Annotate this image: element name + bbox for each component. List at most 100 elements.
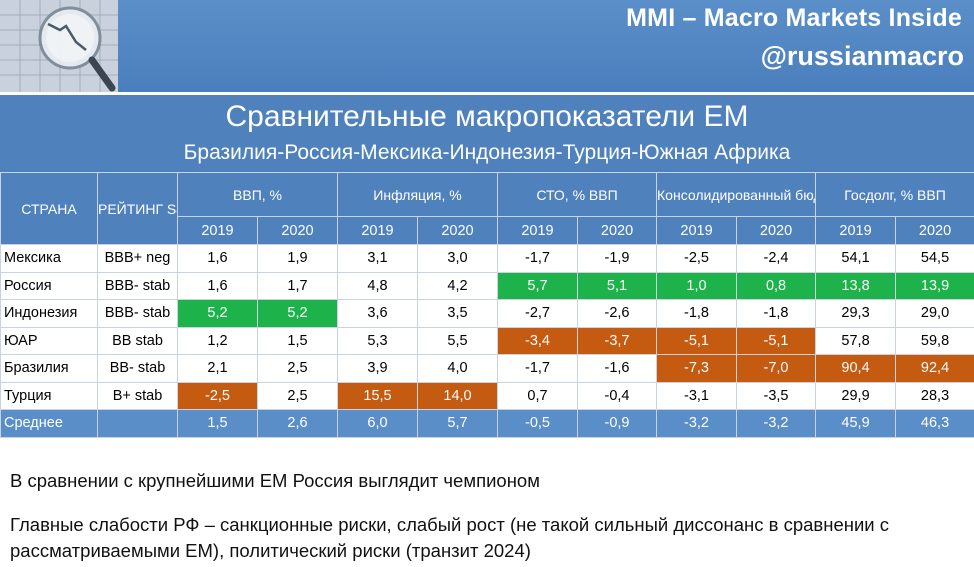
header-rating: РЕЙТИНГ S&P [97, 172, 178, 245]
table-row: ЮАР BB stab 1,2 1,5 5,3 5,5 -3,4 -3,7 -5… [0, 326, 974, 355]
logo-image [0, 0, 118, 92]
value-cell: -1,8 [656, 299, 738, 328]
value-cell-highlight-bad: -3,4 [497, 326, 578, 355]
value-cell: 1,6 [177, 271, 258, 300]
country-name: Турция [0, 381, 98, 410]
value-cell: -1,7 [497, 354, 578, 383]
value-cell: -3,5 [736, 381, 817, 410]
value-cell: 2,5 [257, 381, 338, 410]
page-subtitle: Бразилия-Россия-Мексика-Индонезия-Турция… [183, 141, 791, 164]
rating-cell: BBB+ neg [97, 244, 178, 273]
heading-box: Сравнительные макропоказатели EM Бразили… [0, 95, 974, 172]
value-cell: 29,9 [815, 381, 897, 410]
rating-cell [97, 409, 178, 438]
page-title: Сравнительные макропоказатели EM [225, 100, 749, 133]
value-cell: 1,2 [177, 326, 258, 355]
value-cell-highlight-good: 5,7 [497, 271, 578, 300]
banner-title: MMI – Macro Markets Inside [626, 4, 962, 32]
header-year: 2019 [656, 216, 738, 245]
value-cell-highlight-good: 13,8 [815, 271, 897, 300]
value-cell: 1,6 [177, 244, 258, 273]
average-value-cell: -3,2 [656, 409, 738, 438]
country-name: Индонезия [0, 299, 98, 328]
average-value-cell: 1,5 [177, 409, 258, 438]
rating-cell: B+ stab [97, 381, 178, 410]
value-cell-highlight-good: 5,2 [257, 299, 338, 328]
value-cell: 4,0 [417, 354, 498, 383]
value-cell: -2,6 [576, 299, 658, 328]
header-year: 2020 [257, 216, 338, 245]
value-cell-highlight-bad: -5,1 [656, 326, 738, 355]
rating-cell: BB stab [97, 326, 178, 355]
value-cell: -2,5 [656, 244, 738, 273]
country-name: Бразилия [0, 354, 98, 383]
rating-cell: BBB- stab [97, 299, 178, 328]
value-cell: 59,8 [895, 326, 974, 355]
table-row: Бразилия BB- stab 2,1 2,5 3,9 4,0 -1,7 -… [0, 354, 974, 383]
header-year: 2019 [177, 216, 258, 245]
value-cell: 0,7 [497, 381, 578, 410]
value-cell-highlight-bad: 90,4 [815, 354, 897, 383]
value-cell-highlight-good: 5,2 [177, 299, 258, 328]
value-cell: 3,6 [337, 299, 418, 328]
value-cell: -1,7 [497, 244, 578, 273]
average-value-cell: -3,2 [736, 409, 817, 438]
header-year: 2020 [576, 216, 658, 245]
value-cell: 4,2 [417, 271, 498, 300]
country-name: Россия [0, 271, 98, 300]
value-cell-highlight-bad: 15,5 [337, 381, 418, 410]
header-public-debt: Госдолг, % ВВП [815, 172, 974, 217]
value-cell: 3,0 [417, 244, 498, 273]
country-name: Мексика [0, 244, 98, 273]
note-weaknesses: Главные слабости РФ – санкционные риски,… [10, 514, 890, 561]
average-value-cell: -0,9 [576, 409, 658, 438]
banner-handle: @russianmacro [760, 41, 964, 71]
average-value-cell: 46,3 [895, 409, 974, 438]
value-cell: 5,5 [417, 326, 498, 355]
value-cell: -1,9 [576, 244, 658, 273]
value-cell-highlight-bad: -2,5 [177, 381, 258, 410]
value-cell: 3,5 [417, 299, 498, 328]
value-cell-highlight-bad: 92,4 [895, 354, 974, 383]
average-value-cell: 5,7 [417, 409, 498, 438]
value-cell-highlight-good: 13,9 [895, 271, 974, 300]
value-cell-highlight-bad: -7,0 [736, 354, 817, 383]
value-cell: 3,1 [337, 244, 418, 273]
header-budget: Консолидированный бюджет, % ВВП [656, 172, 817, 217]
rating-cell: BBB- stab [97, 271, 178, 300]
value-cell: 28,3 [895, 381, 974, 410]
value-cell: -3,1 [656, 381, 738, 410]
average-value-cell: 6,0 [337, 409, 418, 438]
value-cell-highlight-bad: 14,0 [417, 381, 498, 410]
value-cell: 4,8 [337, 271, 418, 300]
macro-table: СТРАНА РЕЙТИНГ S&P ВВП, % Инфляция, % СТ… [0, 172, 974, 438]
table-row: Мексика BBB+ neg 1,6 1,9 3,1 3,0 -1,7 -1… [0, 244, 974, 273]
value-cell: 3,9 [337, 354, 418, 383]
header-year: 2019 [337, 216, 418, 245]
average-label: Среднее [0, 409, 98, 438]
header-year: 2020 [736, 216, 817, 245]
header-year: 2019 [497, 216, 578, 245]
value-cell: 57,8 [815, 326, 897, 355]
average-row: Среднее 1,5 2,6 6,0 5,7 -0,5 -0,9 -3,2 -… [0, 409, 974, 438]
header-gdp: ВВП, % [177, 172, 338, 217]
value-cell: 1,7 [257, 271, 338, 300]
header-inflation: Инфляция, % [337, 172, 498, 217]
value-cell: -2,7 [497, 299, 578, 328]
note-summary: В сравнении с крупнейшими EM Россия выгл… [10, 470, 540, 491]
table-row: Индонезия BBB- stab 5,2 5,2 3,6 3,5 -2,7… [0, 299, 974, 328]
value-cell-highlight-good: 5,1 [576, 271, 658, 300]
average-value-cell: -0,5 [497, 409, 578, 438]
value-cell: -2,4 [736, 244, 817, 273]
value-cell: 29,3 [815, 299, 897, 328]
value-cell: 29,0 [895, 299, 974, 328]
divider [0, 92, 974, 95]
value-cell-highlight-good: 1,0 [656, 271, 738, 300]
header-year: 2019 [815, 216, 897, 245]
average-value-cell: 2,6 [257, 409, 338, 438]
header-year: 2020 [895, 216, 974, 245]
value-cell: 1,5 [257, 326, 338, 355]
value-cell: -1,8 [736, 299, 817, 328]
value-cell: 54,1 [815, 244, 897, 273]
value-cell: 1,9 [257, 244, 338, 273]
